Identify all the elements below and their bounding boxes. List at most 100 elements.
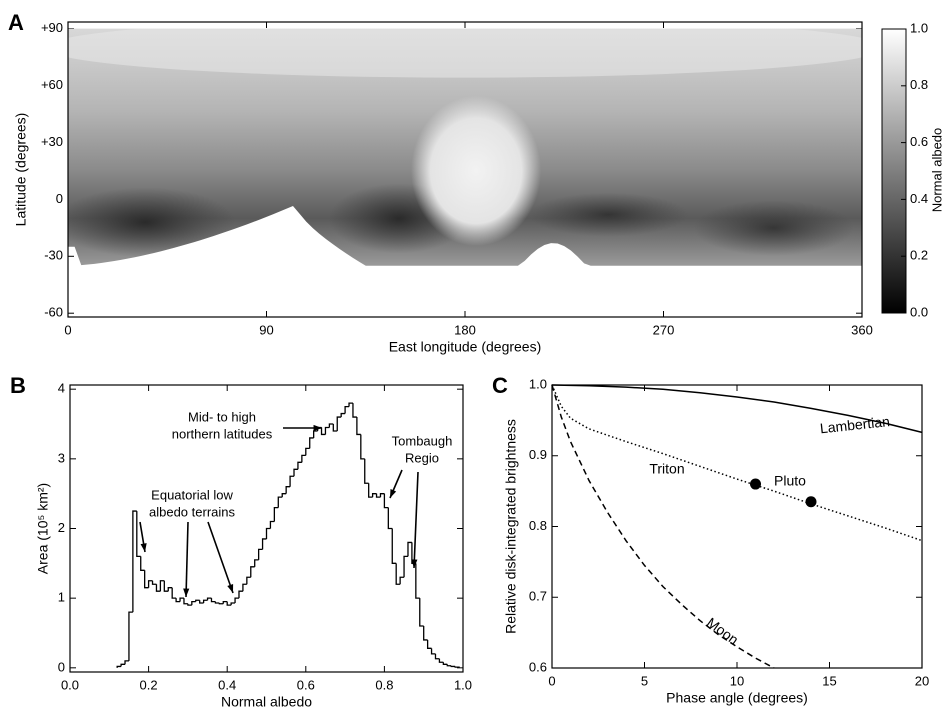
histogram-step	[375, 493, 381, 498]
data-point	[750, 478, 761, 490]
histogram-step	[419, 598, 424, 627]
x-axis-label: East longitude (degrees)	[389, 339, 542, 355]
histogram-step	[147, 580, 153, 588]
y-axis-label: Relative disk-integrated brightness	[503, 419, 519, 634]
histogram-step	[383, 493, 389, 509]
colorbar	[881, 28, 907, 314]
histogram-step	[151, 580, 157, 585]
histogram-step	[202, 599, 208, 604]
annotation-arrowhead	[313, 424, 322, 432]
x-tick-label: 0	[548, 673, 555, 688]
histogram-step	[356, 417, 361, 436]
x-tick-label: 0.8	[375, 677, 393, 692]
y-tick-label: 0.7	[529, 589, 547, 604]
histogram-step	[265, 527, 271, 539]
histogram-step	[116, 665, 122, 668]
x-tick-label: 360	[851, 322, 873, 337]
colorbar-tick-label: 0.6	[910, 134, 928, 149]
y-tick-label: 4	[58, 381, 65, 396]
annotation-arrow	[207, 521, 234, 594]
histogram-step	[454, 666, 460, 668]
annotation: Mid- to high	[188, 409, 256, 424]
histogram-step	[273, 506, 279, 522]
histogram-step	[344, 405, 350, 414]
histogram-step	[214, 601, 220, 604]
histogram-step	[368, 483, 373, 498]
annotation-arrow	[185, 521, 189, 598]
histogram-step	[277, 496, 283, 508]
histogram-step	[171, 587, 177, 599]
histogram-step	[426, 639, 432, 649]
axes-frame	[69, 384, 464, 673]
annotation: albedo terrains	[149, 504, 235, 519]
histogram-step	[352, 403, 357, 418]
annotation-arrowhead	[227, 584, 234, 593]
histogram-step	[155, 584, 161, 592]
histogram-step	[320, 427, 326, 436]
histogram-step	[218, 603, 224, 605]
histogram-step	[289, 475, 295, 487]
x-tick-label: 0	[64, 322, 71, 337]
map-dark	[68, 187, 236, 258]
y-tick-label: 1.0	[529, 376, 547, 391]
histogram-step	[226, 601, 232, 606]
series-label: Moon	[704, 614, 742, 648]
y-tick-label: 2	[58, 520, 65, 535]
histogram-step	[234, 597, 239, 604]
series-line	[551, 384, 775, 669]
histogram-step	[210, 598, 216, 603]
histogram-step	[187, 603, 192, 606]
x-tick-label: 0.4	[218, 677, 236, 692]
colorbar-tick-label: 0.0	[910, 304, 928, 319]
histogram-step	[222, 600, 228, 604]
annotation: Regio	[405, 450, 439, 465]
map-dark	[528, 192, 689, 237]
x-tick-label: 10	[730, 673, 744, 688]
histogram-step	[242, 583, 247, 592]
histogram-step	[195, 599, 200, 602]
histogram-step	[379, 493, 385, 498]
map-bright	[68, 28, 862, 78]
histogram-step	[423, 626, 428, 641]
x-tick-label: 0.2	[140, 677, 158, 692]
histogram-step	[399, 576, 405, 585]
x-tick-label: 15	[822, 673, 836, 688]
histogram-step	[403, 555, 408, 578]
x-tick-label: 0.6	[297, 677, 315, 692]
x-tick-label: 0.0	[61, 677, 79, 692]
panel-label: C	[492, 373, 508, 398]
annotation: northern latitudes	[172, 426, 273, 441]
histogram-step	[387, 507, 393, 530]
histogram-step	[136, 511, 141, 558]
y-tick-label: +90	[41, 20, 63, 35]
series-line	[551, 384, 923, 542]
histogram-step	[124, 660, 129, 665]
histogram-step	[442, 662, 448, 665]
y-tick-label: 0.8	[529, 518, 547, 533]
histogram-step	[175, 598, 181, 603]
series-label: Pluto	[774, 473, 806, 489]
histogram-step	[128, 611, 133, 661]
x-tick-label: 1.0	[454, 677, 472, 692]
histogram-step	[332, 424, 338, 432]
annotation-arrowhead	[411, 559, 418, 568]
y-tick-label: 0.9	[529, 447, 547, 462]
histogram-step	[313, 430, 318, 438]
annotation: Equatorial low	[151, 487, 233, 502]
y-axis-label: Latitude (degrees)	[13, 113, 29, 227]
data-point	[805, 496, 817, 508]
histogram-step	[336, 416, 342, 431]
y-tick-label: 0	[58, 659, 65, 674]
series-label: Triton	[649, 461, 684, 477]
histogram-step	[179, 597, 184, 602]
x-tick-label: 180	[454, 322, 476, 337]
histogram-step	[391, 528, 397, 564]
histogram-step	[120, 663, 126, 667]
histogram-step	[246, 576, 251, 585]
histogram-step	[144, 570, 149, 589]
map-dark	[693, 199, 854, 256]
histogram-step	[309, 437, 314, 449]
histogram-step	[206, 597, 212, 601]
series-line	[551, 384, 923, 434]
